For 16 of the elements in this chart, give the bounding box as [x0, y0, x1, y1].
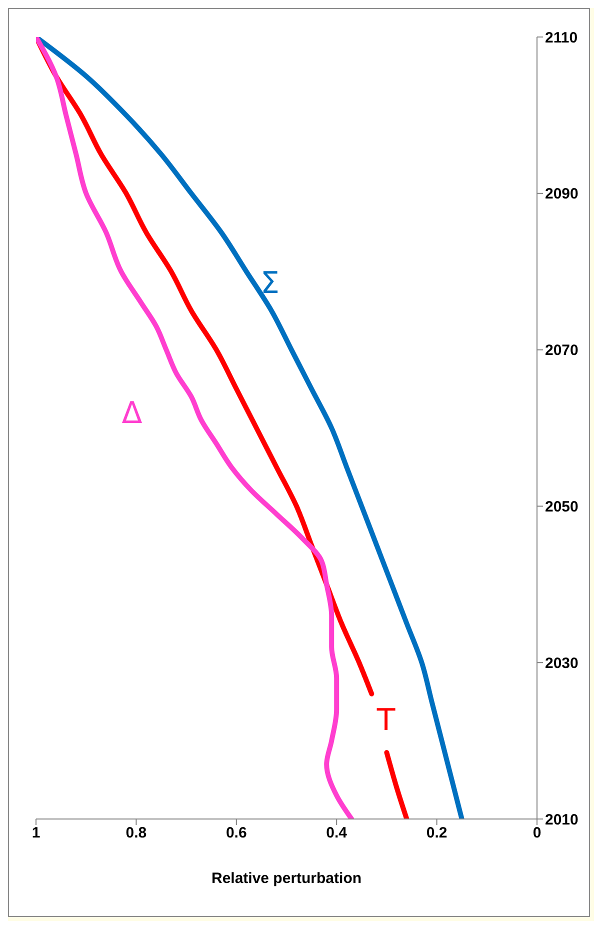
y-tick-label: 2010 — [545, 811, 578, 828]
series-label: Δ — [122, 396, 142, 431]
y-tick-label: 2070 — [545, 342, 578, 360]
y-tick-label: 2030 — [545, 654, 578, 672]
x-tick-label: 0 — [532, 824, 542, 842]
x-axis-title: Relative perturbation — [211, 870, 362, 887]
series-label: Σ — [260, 266, 280, 301]
x-tick-label: 0.2 — [426, 824, 448, 842]
x-tick-label: 0.4 — [326, 824, 348, 842]
y-tick-label: 2110 — [545, 29, 578, 46]
y-tick-label: 2050 — [545, 498, 578, 516]
x-tick-label: 0.8 — [126, 824, 147, 842]
x-tick-label: 0.6 — [226, 824, 247, 842]
y-tick-label: 2090 — [545, 186, 578, 203]
x-tick-label: 1 — [32, 824, 40, 842]
series-label: T — [376, 703, 396, 738]
